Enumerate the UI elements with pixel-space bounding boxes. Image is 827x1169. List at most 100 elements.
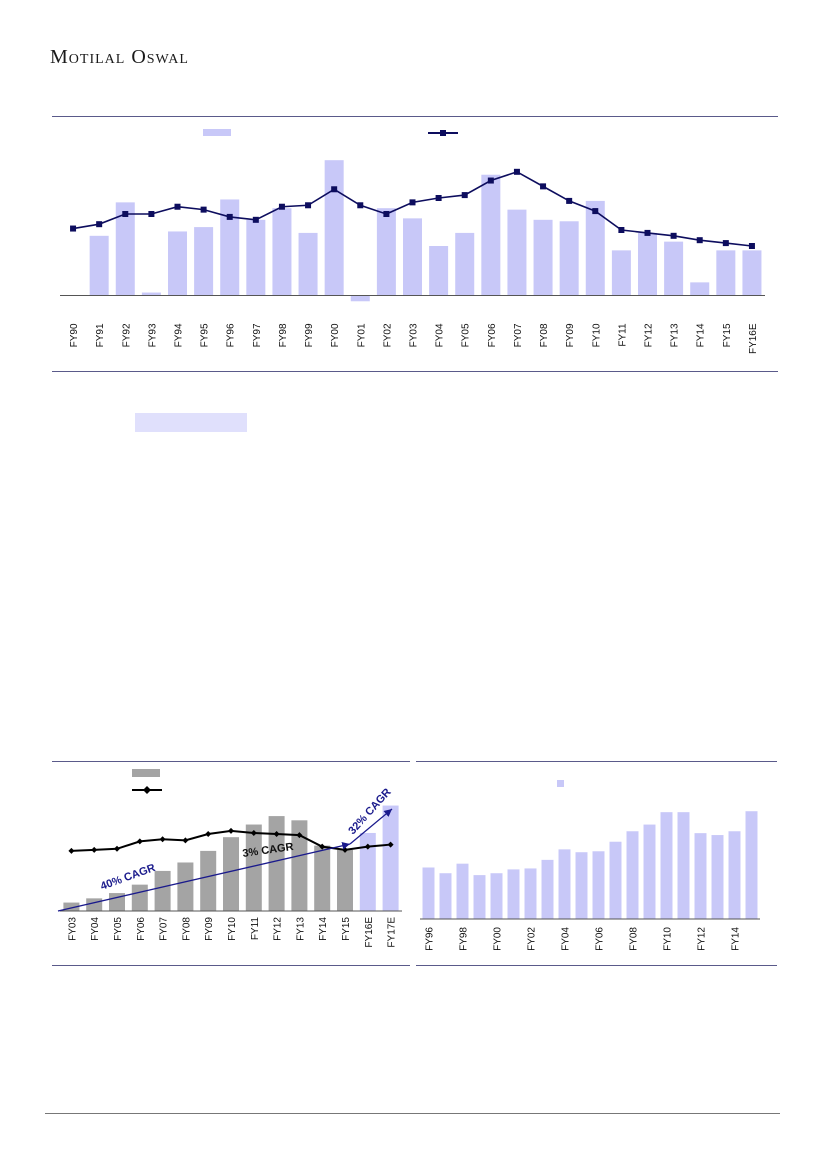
- chart1-bar-FY93: [141, 292, 161, 296]
- chart1-bar-FY05: [455, 232, 475, 296]
- chart1-marker-FY96: [226, 213, 233, 220]
- chart1-marker-FY92: [122, 211, 129, 217]
- chart3-tick-label: FY04: [561, 927, 572, 951]
- chart2-tick-label: FY04: [90, 917, 101, 941]
- chart2-tick-label: FY12: [273, 917, 284, 941]
- chart1-bar-FY99: [298, 232, 318, 296]
- chart2-legend-bar-swatch: [132, 769, 160, 777]
- chart1-tick-label: FY92: [121, 323, 132, 347]
- chart1-bar-FY98: [272, 208, 292, 296]
- chart3-tick-label: FY08: [629, 927, 640, 951]
- chart3-bar-FY11: [677, 812, 690, 919]
- chart1-bar-FY92: [115, 202, 135, 296]
- chart2-top-rule: [52, 761, 410, 762]
- chart2-tick-label: FY16E: [364, 917, 375, 948]
- chart3-bar-FY03: [541, 859, 554, 919]
- chart2-bar-FY12: [268, 816, 285, 911]
- chart2-marker-FY17E: [387, 841, 394, 848]
- chart1-marker-FY98: [278, 203, 285, 210]
- chart1-tick-label: FY15: [722, 323, 733, 347]
- chart2-bar-FY15: [337, 849, 353, 911]
- chart3-bar-FY96: [422, 867, 435, 919]
- chart1-marker-FY04: [435, 195, 442, 201]
- chart3-bar-FY07: [609, 841, 622, 919]
- chart2-tick-label: FY05: [113, 917, 124, 941]
- chart1-bar-FY91: [89, 235, 109, 296]
- chart2-marker-FY16E: [364, 843, 371, 850]
- chart2-tick-label: FY09: [204, 917, 215, 941]
- chart2-tick-label: FY08: [181, 917, 192, 941]
- chart3-bar-FY05: [575, 852, 588, 919]
- chart2-marker-FY09: [205, 831, 212, 838]
- chart2-tick-label: FY07: [159, 917, 170, 941]
- chart1-marker-FY02: [383, 211, 390, 217]
- chart1-bar-FY03: [403, 218, 422, 296]
- chart1-marker-FY13: [670, 232, 677, 239]
- chart2-tick-label: FY13: [295, 917, 306, 941]
- chart1-marker-FY97: [252, 216, 259, 223]
- chart1-tick-label: FY04: [435, 323, 446, 347]
- brand-logo: Motilal Oswal: [50, 46, 189, 68]
- chart1-marker-FY95: [200, 206, 207, 213]
- chart1-marker-FY07: [513, 168, 520, 175]
- chart2-cagr-arrow-1: [57, 841, 351, 912]
- chart1-tick-label: FY97: [252, 323, 263, 347]
- chart1-marker-FY08: [540, 183, 547, 190]
- chart1-top-rule: [52, 116, 778, 117]
- chart2-tick-label: FY06: [136, 917, 147, 941]
- chart2-marker-FY10: [228, 827, 234, 834]
- chart3-bar-FY09: [643, 824, 656, 919]
- chart1-marker-FY05: [461, 192, 468, 199]
- chart1-tick-label: FY05: [461, 323, 472, 347]
- chart1-marker-FY93: [148, 211, 155, 217]
- chart3-tick-label: FY98: [459, 927, 470, 951]
- chart2-bar-FY13: [291, 820, 308, 911]
- chart1-marker-FY16E: [748, 243, 755, 249]
- chart1-bar-FY01: [350, 295, 370, 302]
- chart1-tick-label: FY11: [617, 323, 628, 347]
- chart1-tick-label: FY96: [226, 323, 237, 347]
- chart2-annotation-40-cagr: 40% CAGR: [99, 862, 157, 893]
- chart1-tick-label: FY14: [696, 323, 707, 347]
- chart1-bar-FY06: [481, 174, 501, 296]
- chart2-marker-FY14: [319, 843, 326, 850]
- chart2-tick-label: FY03: [67, 917, 78, 941]
- chart1-tick-label: FY00: [330, 323, 341, 347]
- chart1-tick-label: FY12: [644, 323, 655, 347]
- chart1-tick-label: FY13: [670, 323, 681, 347]
- chart1-marker-FY03: [409, 199, 416, 206]
- chart1-tick-label: FY03: [409, 323, 420, 347]
- chart2-bar-FY17E: [382, 805, 399, 911]
- chart3-bar-FY15: [745, 811, 758, 919]
- chart3-bar-FY99: [473, 875, 486, 919]
- chart1-bar-FY04: [429, 246, 449, 296]
- chart1-marker-FY09: [566, 197, 573, 204]
- chart1-marker-FY99: [305, 202, 312, 209]
- chart3-bar-FY12: [694, 833, 707, 919]
- chart3-bar: FY96 FY98 FY00 FY02 FY04 FY06 FY08 FY10 FY12 FY14: [420, 811, 760, 951]
- chart1-tick-label: FY16E: [748, 323, 759, 354]
- chart3-bar-FY14: [728, 831, 741, 919]
- chart2-bar-FY07: [154, 870, 171, 911]
- chart1-bar-FY11: [611, 250, 631, 296]
- chart2-cagr-arrow-2: [349, 808, 393, 845]
- chart2-marker-FY05: [114, 845, 120, 852]
- chart1-legend-line-swatch: [428, 130, 458, 136]
- chart1-tick-label: FY07: [513, 323, 524, 347]
- chart1-tick-label: FY02: [382, 323, 393, 347]
- chart1-bar-FY16E: [742, 250, 762, 296]
- chart1-bar-FY95: [194, 227, 214, 296]
- chart2-tick-label: FY17E: [387, 917, 398, 948]
- chart3-bar-FY97: [439, 873, 452, 919]
- chart2-bar-FY16E: [359, 832, 376, 911]
- chart3-bar-FY08: [626, 831, 639, 919]
- chart1-tick-label: FY94: [174, 323, 185, 347]
- chart1-bar-FY08: [533, 219, 553, 296]
- chart1-marker-FY90: [70, 225, 77, 232]
- chart1-bar-FY14: [690, 282, 710, 296]
- chart3-tick-label: FY14: [731, 927, 742, 951]
- chart2-bar-FY11: [245, 824, 262, 911]
- chart2-marker-FY12: [273, 831, 280, 838]
- chart1-legend-bar-swatch: [203, 129, 231, 136]
